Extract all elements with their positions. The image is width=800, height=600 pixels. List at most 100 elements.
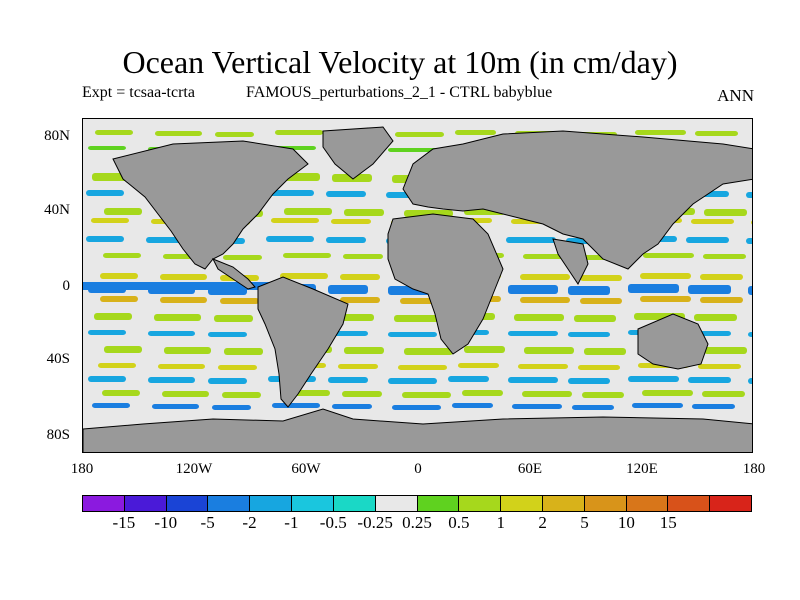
velocity-patch xyxy=(340,297,380,303)
colorbar-segment xyxy=(166,496,209,511)
velocity-patch xyxy=(328,377,368,383)
map-panel xyxy=(82,118,753,453)
velocity-patch xyxy=(704,347,747,354)
antarctica xyxy=(83,408,752,452)
velocity-patch xyxy=(402,392,451,398)
colorbar-segment xyxy=(417,496,460,511)
colorbar-label: -10 xyxy=(154,513,178,532)
velocity-patch xyxy=(88,376,126,382)
velocity-patch xyxy=(343,254,383,259)
velocity-patch xyxy=(686,237,729,243)
velocity-patch xyxy=(522,391,572,397)
velocity-patch xyxy=(568,286,610,295)
india xyxy=(552,238,589,285)
lon-label-120e: 120E xyxy=(626,461,658,477)
velocity-patch xyxy=(635,130,686,135)
velocity-patch xyxy=(458,363,499,368)
velocity-patch xyxy=(584,348,626,355)
velocity-patch xyxy=(95,130,133,135)
colorbar-segment xyxy=(333,496,376,511)
lat-label-80s: 80S xyxy=(46,427,70,443)
velocity-patch xyxy=(88,330,126,335)
velocity-patch xyxy=(508,377,558,383)
velocity-patch xyxy=(86,236,124,242)
north-america xyxy=(112,140,309,270)
velocity-patch xyxy=(223,255,262,260)
velocity-patch xyxy=(694,314,737,321)
velocity-patch xyxy=(100,296,138,302)
velocity-patch xyxy=(704,209,747,216)
velocity-patch xyxy=(703,254,746,259)
velocity-patch xyxy=(462,390,503,396)
lon-label-180e: 180 xyxy=(742,461,766,477)
colorbar-label: -0.25 xyxy=(357,513,393,532)
colorbar-label: -2 xyxy=(242,513,257,532)
velocity-patch xyxy=(452,403,493,408)
colorbar-segment xyxy=(501,496,543,511)
central-america xyxy=(211,258,256,290)
velocity-patch xyxy=(698,364,741,369)
velocity-patch xyxy=(162,391,209,397)
colorbar-label: -1 xyxy=(284,513,299,532)
velocity-patch xyxy=(388,378,437,384)
velocity-patch xyxy=(700,274,743,280)
colorbar-segment xyxy=(83,496,125,511)
velocity-patch xyxy=(751,220,752,225)
colorbar-label: 0.25 xyxy=(402,513,432,532)
velocity-patch xyxy=(266,236,314,242)
velocity-patch xyxy=(158,364,205,369)
colorbar-label: 1 xyxy=(496,513,506,532)
velocity-patch xyxy=(702,391,745,397)
velocity-patch xyxy=(342,391,382,397)
velocity-patch xyxy=(104,208,142,215)
velocity-patch xyxy=(628,376,679,382)
velocity-patch xyxy=(152,404,199,409)
velocity-patch xyxy=(326,237,366,243)
velocity-patch xyxy=(215,132,254,137)
velocity-patch xyxy=(568,378,610,384)
velocity-patch xyxy=(344,209,384,216)
velocity-patch xyxy=(155,131,202,136)
velocity-patch xyxy=(688,377,731,383)
velocity-patch xyxy=(94,313,132,320)
colorbar-label: -5 xyxy=(200,513,215,532)
velocity-patch xyxy=(398,365,447,370)
colorbar-segment xyxy=(459,496,502,511)
colorbar-segment xyxy=(208,496,251,511)
velocity-patch xyxy=(338,364,378,369)
velocity-patch xyxy=(208,332,247,337)
velocity-patch xyxy=(395,132,444,137)
velocity-patch xyxy=(700,297,743,303)
velocity-patch xyxy=(580,298,622,304)
velocity-patch xyxy=(388,148,437,152)
australia xyxy=(637,313,709,370)
velocity-patch xyxy=(275,130,323,135)
velocity-patch xyxy=(580,275,622,281)
velocity-patch xyxy=(280,273,328,279)
colorbar-segment xyxy=(626,496,669,511)
velocity-patch xyxy=(508,285,558,294)
colorbar-label: 0.5 xyxy=(448,513,470,532)
velocity-patch xyxy=(272,403,320,408)
velocity-patch xyxy=(692,404,735,409)
velocity-patch xyxy=(220,298,259,304)
velocity-patch xyxy=(748,286,752,295)
lat-label-0: 0 xyxy=(62,278,71,294)
velocity-patch xyxy=(98,363,136,368)
velocity-patch xyxy=(688,285,731,294)
lon-label-180w: 180 xyxy=(70,461,94,477)
colorbar-segment xyxy=(292,496,334,511)
colorbar-label: 2 xyxy=(538,513,547,532)
velocity-patch xyxy=(640,296,691,302)
africa xyxy=(387,213,504,355)
velocity-patch xyxy=(92,403,130,408)
velocity-patch xyxy=(512,404,562,409)
colorbar-segment xyxy=(668,496,711,511)
velocity-patch xyxy=(748,332,752,337)
velocity-patch xyxy=(506,237,556,243)
greenland xyxy=(322,126,394,180)
velocity-patch xyxy=(212,405,251,410)
velocity-patch xyxy=(208,378,247,384)
velocity-patch xyxy=(518,364,568,369)
velocity-patch xyxy=(91,218,129,223)
